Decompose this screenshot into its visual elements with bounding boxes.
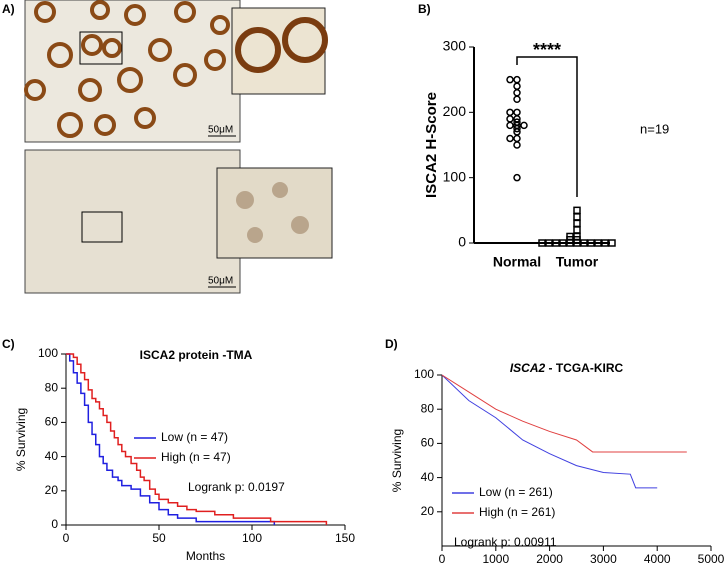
data-point [573, 219, 581, 228]
legend-label: Low (n = 261) [479, 485, 553, 499]
scale-bar-label: 50μM [208, 125, 233, 136]
x-tick-label: 0 [63, 531, 70, 545]
x-tick-label: 1000 [482, 552, 509, 563]
data-point [513, 75, 521, 84]
legend-label: High (n = 47) [161, 450, 231, 464]
y-axis-label: % Surviving [390, 429, 404, 492]
x-tick-label: 4000 [644, 552, 671, 563]
x-tick-label: 2000 [536, 552, 563, 563]
data-point [573, 226, 581, 234]
y-tick-label: 100 [414, 367, 434, 381]
y-tick-label: 0 [51, 517, 58, 531]
data-point [566, 239, 574, 247]
chart-title-part: - TCGA-KIRC [545, 361, 623, 375]
survival-curve [66, 353, 328, 525]
data-point [559, 239, 567, 247]
x-tick-label: 150 [335, 531, 355, 545]
y-tick-label: 100 [38, 346, 58, 360]
x-tick-label: 5000 [698, 552, 724, 563]
data-point [506, 121, 514, 130]
y-axis-label: ISCA2 H-Score [423, 92, 440, 198]
data-point [608, 239, 616, 247]
data-point [513, 134, 521, 143]
data-point [506, 115, 514, 123]
significance-bracket [516, 56, 578, 197]
data-point [573, 239, 581, 247]
data-point [520, 121, 528, 130]
y-tick-label: 40 [45, 449, 59, 463]
data-point [506, 75, 514, 84]
scale-bar-label: 50μM [208, 276, 233, 287]
panel-label: B) [418, 2, 431, 16]
y-tick-label: 80 [45, 380, 59, 394]
annotation: n=19 [640, 121, 669, 136]
data-point [513, 108, 521, 117]
data-point [538, 239, 546, 247]
x-tick-label: 50 [152, 531, 166, 545]
x-tick-label: Normal [493, 254, 541, 270]
y-tick-label: 60 [421, 436, 435, 450]
panel-label: D) [385, 337, 398, 351]
y-tick-label: 80 [421, 401, 435, 415]
data-point [573, 213, 581, 221]
data-point [513, 173, 521, 182]
data-point [573, 206, 581, 215]
y-tick-label: 200 [443, 103, 467, 119]
data-point [545, 239, 553, 247]
chart-title: ISCA2 protein -TMA [140, 348, 253, 362]
data-point [513, 95, 521, 104]
survival-curve [66, 353, 276, 525]
y-tick-label: 20 [45, 483, 59, 497]
panel-label: C) [2, 337, 15, 351]
annotation: Logrank p: 0.0197 [188, 480, 285, 494]
x-tick-label: Tumor [556, 254, 599, 270]
micrograph-bottom [24, 149, 333, 294]
data-point [594, 239, 602, 247]
y-tick-label: 60 [45, 415, 59, 429]
data-point [580, 239, 588, 247]
legend-label: Low (n = 47) [161, 430, 228, 444]
annotation: Logrank p: 0.00911 [454, 535, 557, 549]
x-axis-label: Months [186, 549, 225, 563]
panel-label: A) [2, 2, 15, 16]
data-point [506, 134, 514, 143]
data-point [552, 239, 560, 247]
data-point [587, 239, 595, 247]
data-point [513, 124, 521, 133]
survival-curve [441, 374, 658, 489]
data-point [513, 82, 521, 90]
y-axis-label: % Surviving [14, 408, 28, 471]
data-point [601, 239, 609, 247]
y-tick-label: 100 [443, 168, 467, 184]
x-tick-label: 3000 [590, 552, 617, 563]
y-tick-label: 40 [421, 470, 435, 484]
legend-label: High (n = 261) [479, 505, 555, 519]
y-tick-label: 300 [443, 38, 467, 54]
significance: **** [533, 40, 561, 60]
data-point [513, 141, 521, 149]
x-tick-label: 100 [242, 531, 262, 545]
y-tick-label: 0 [458, 234, 466, 250]
data-point [513, 88, 521, 97]
survival-curve [441, 374, 687, 453]
micrograph-top [24, 0, 328, 143]
y-tick-label: 20 [421, 504, 435, 518]
x-tick-label: 0 [439, 552, 446, 563]
data-point [506, 108, 514, 117]
chart-title: ISCA2 - TCGA-KIRC [510, 361, 624, 375]
chart-title-part: ISCA2 [510, 361, 546, 375]
